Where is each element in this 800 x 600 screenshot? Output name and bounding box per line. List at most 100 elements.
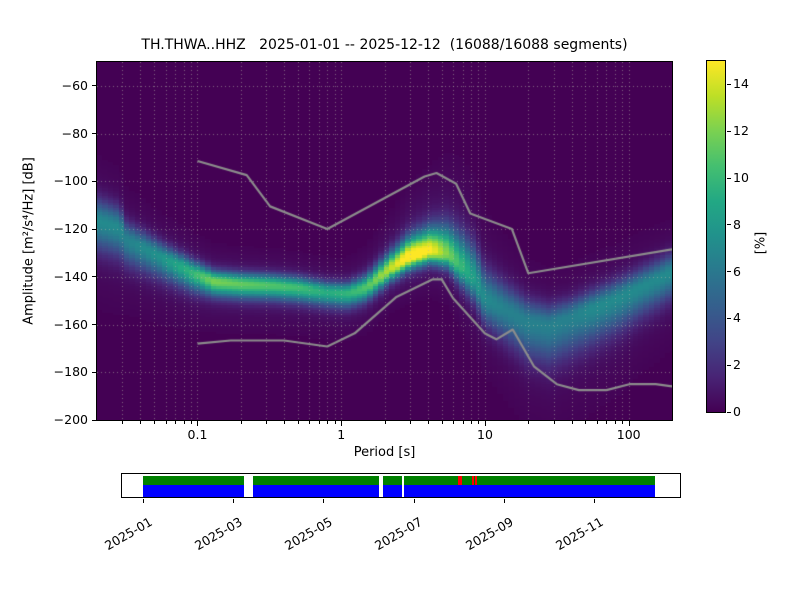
colorbar-tick-label: 8	[733, 216, 741, 232]
colorbar-tick-mark	[727, 364, 731, 366]
date-tick-label: 2025-09	[462, 514, 516, 554]
x-minor-tick-mark	[266, 421, 268, 424]
timeline-gap-marker	[458, 475, 462, 485]
y-tick-mark	[92, 180, 96, 182]
timeline-tick-mark	[323, 498, 325, 503]
y-axis-label: Amplitude [m²/s⁴/Hz] [dB]	[21, 157, 37, 325]
x-minor-tick-mark	[334, 421, 336, 424]
x-axis-label: Period [s]	[353, 445, 416, 460]
colorbar-tick-mark	[727, 83, 731, 85]
x-minor-tick-mark	[165, 421, 167, 424]
colorbar-tick-mark	[727, 271, 731, 273]
x-tick-label: 10	[477, 427, 493, 442]
timeline-tick-mark	[143, 498, 144, 503]
x-major-tick-mark	[628, 421, 630, 426]
y-tick-mark	[92, 133, 96, 135]
x-minor-tick-mark	[309, 421, 311, 424]
x-minor-tick-mark	[585, 421, 587, 424]
x-minor-tick-mark	[122, 421, 124, 424]
x-minor-tick-mark	[553, 421, 555, 424]
y-tick-label: −200	[53, 412, 88, 427]
colorbar-tick-mark	[727, 130, 731, 132]
x-tick-label: 100	[616, 427, 641, 442]
x-minor-tick-mark	[478, 421, 480, 424]
y-tick-label: −80	[61, 125, 88, 141]
y-tick-mark	[92, 228, 96, 230]
x-minor-tick-mark	[154, 421, 156, 424]
timeline-gap-marker	[474, 475, 477, 485]
x-tick-label: 0.1	[187, 427, 208, 442]
timeline-tick-mark	[413, 498, 415, 503]
timeline-psd-row	[143, 485, 655, 497]
ppsd-heatmap-canvas	[97, 62, 672, 420]
colorbar	[706, 60, 726, 413]
colorbar-tick-label: 6	[733, 263, 741, 279]
colorbar-tick-mark	[727, 317, 731, 319]
y-tick-mark	[92, 371, 96, 373]
x-minor-tick-mark	[240, 421, 242, 424]
timeline-gap	[379, 475, 383, 497]
x-minor-tick-mark	[571, 421, 573, 424]
colorbar-tick-mark	[727, 411, 731, 413]
colorbar-tick-label: 10	[733, 170, 749, 185]
y-tick-mark	[92, 419, 96, 421]
y-tick-label: −60	[61, 77, 88, 93]
x-minor-tick-mark	[528, 421, 530, 424]
ppsd-plot-area	[96, 61, 673, 421]
x-minor-tick-mark	[327, 421, 329, 424]
colorbar-tick-label: 2	[733, 357, 741, 373]
date-tick-label: 2025-11	[552, 514, 606, 554]
y-tick-label: −140	[53, 268, 88, 284]
colorbar-tick-mark	[727, 224, 731, 226]
x-minor-tick-mark	[614, 421, 616, 424]
x-minor-tick-mark	[471, 421, 473, 424]
x-minor-tick-mark	[384, 421, 386, 424]
x-major-tick-mark	[484, 421, 486, 426]
x-minor-tick-mark	[462, 421, 464, 424]
timeline-tick-mark	[503, 498, 505, 503]
x-minor-tick-mark	[284, 421, 286, 424]
x-minor-tick-mark	[606, 421, 608, 424]
date-tick-label: 2025-07	[372, 514, 426, 554]
colorbar-tick-label: 14	[733, 76, 749, 92]
x-minor-tick-mark	[427, 421, 429, 424]
colorbar-label: [%]	[753, 231, 769, 255]
timeline-data-row	[143, 475, 655, 485]
x-minor-tick-mark	[622, 421, 624, 424]
colorbar-tick-label: 12	[733, 123, 749, 139]
y-tick-label: −160	[53, 316, 88, 332]
date-tick-label: 2025-01	[101, 514, 155, 554]
timeline-gap	[401, 475, 404, 497]
colorbar-gradient	[707, 61, 725, 412]
y-tick-mark	[92, 276, 96, 278]
colorbar-tick-label: 4	[733, 310, 741, 326]
timeline-tick-mark	[594, 498, 596, 503]
y-tick-label: −100	[53, 173, 88, 189]
date-tick-label: 2025-03	[191, 514, 245, 554]
colorbar-tick-label: 0	[733, 404, 741, 419]
x-minor-tick-mark	[318, 421, 320, 424]
colorbar-tick-mark	[727, 177, 731, 179]
x-minor-tick-mark	[596, 421, 598, 424]
y-tick-mark	[92, 324, 96, 326]
x-minor-tick-mark	[297, 421, 299, 424]
y-tick-mark	[92, 85, 96, 87]
plot-title: TH.THWA..HHZ 2025-01-01 -- 2025-12-12 (1…	[141, 37, 628, 53]
x-minor-tick-mark	[140, 421, 142, 424]
date-tick-label: 2025-05	[282, 514, 335, 554]
timeline-gap	[244, 475, 253, 497]
timeline-gap-marker	[471, 475, 474, 485]
y-tick-label: −120	[53, 221, 88, 237]
x-minor-tick-mark	[183, 421, 185, 424]
x-minor-tick-mark	[453, 421, 455, 424]
y-tick-label: −180	[53, 364, 88, 380]
x-minor-tick-mark	[409, 421, 411, 424]
x-tick-label: 1	[337, 427, 346, 442]
timeline-tick-mark	[233, 498, 235, 503]
x-minor-tick-mark	[441, 421, 443, 424]
x-major-tick-mark	[197, 421, 199, 426]
x-minor-tick-mark	[175, 421, 177, 424]
x-major-tick-mark	[341, 421, 343, 426]
x-minor-tick-mark	[190, 421, 192, 424]
